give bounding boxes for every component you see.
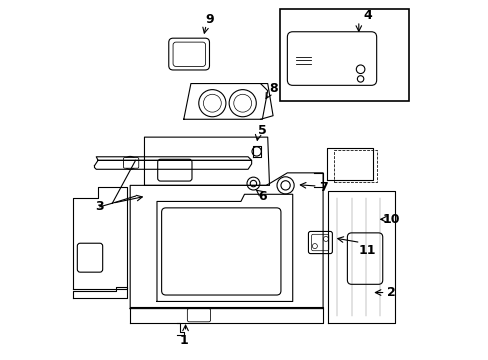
Text: 7: 7 (318, 181, 327, 194)
Text: 6: 6 (258, 190, 266, 203)
Text: 11: 11 (358, 244, 376, 257)
FancyBboxPatch shape (123, 157, 139, 168)
Text: 9: 9 (205, 13, 213, 26)
Bar (280, 9, 408, 102)
Text: 2: 2 (386, 286, 394, 299)
FancyBboxPatch shape (287, 32, 376, 85)
FancyBboxPatch shape (157, 159, 192, 181)
Text: 1: 1 (179, 333, 188, 347)
FancyBboxPatch shape (162, 208, 281, 295)
FancyBboxPatch shape (308, 231, 332, 253)
Text: 8: 8 (268, 82, 277, 95)
FancyBboxPatch shape (187, 309, 210, 322)
FancyBboxPatch shape (311, 234, 328, 251)
FancyBboxPatch shape (77, 243, 102, 272)
Text: 10: 10 (382, 213, 399, 226)
FancyBboxPatch shape (346, 233, 382, 284)
FancyBboxPatch shape (168, 38, 209, 70)
Text: 5: 5 (258, 124, 266, 137)
Text: 4: 4 (363, 9, 371, 22)
Text: 3: 3 (95, 200, 104, 213)
FancyBboxPatch shape (173, 42, 205, 66)
